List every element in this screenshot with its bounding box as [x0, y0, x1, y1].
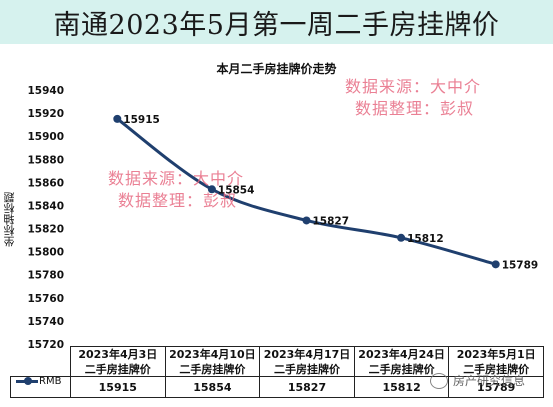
y-tick-label: 15760: [27, 293, 64, 305]
table-value-cell: 15789: [448, 376, 544, 398]
data-label: 15854: [218, 184, 255, 196]
data-point: [302, 216, 311, 225]
watermark-line2: 数据整理：彭叔: [355, 99, 475, 118]
wechat-watermark: 房产研究信息: [430, 372, 525, 389]
chart-area: [2, 58, 553, 407]
data-point: [491, 260, 500, 269]
data-label: 15827: [313, 215, 350, 227]
watermark-top-right: 数据来源：大中介 数据整理：彭叔: [345, 76, 481, 120]
watermark-center: 数据来源：大中介 数据整理：彭叔: [108, 168, 244, 212]
table-value-cell: 15915: [70, 376, 166, 398]
y-tick-label: 15840: [27, 200, 64, 212]
data-label: 15789: [502, 259, 539, 271]
series-swatch-icon: [16, 377, 38, 385]
wechat-icon: [430, 372, 448, 389]
y-tick-label: 15720: [27, 339, 64, 351]
data-label: 15812: [407, 233, 444, 245]
data-label: 15915: [123, 114, 160, 126]
table-header-cell: 2023年4月24日二手房挂牌价: [353, 346, 450, 377]
legend-label: RMB: [39, 376, 62, 387]
page-banner-title: 南通2023年5月第一周二手房挂牌价: [0, 0, 553, 44]
y-tick-label: 15820: [27, 224, 64, 236]
table-legend-cell: [10, 376, 71, 398]
watermark-line1: 数据来源：大中介: [345, 77, 482, 96]
chart-title: 本月二手房挂牌价走势: [216, 62, 337, 76]
data-point: [397, 233, 406, 242]
y-tick-label: 15880: [27, 154, 64, 166]
y-tick-label: 15920: [27, 108, 64, 120]
watermark-line1: 数据来源：大中介: [108, 169, 245, 188]
data-point: [207, 185, 216, 194]
y-tick-label: 15780: [27, 270, 64, 282]
table-header-cell: 2023年4月10日二手房挂牌价: [164, 346, 261, 377]
table-value-cell: 15827: [259, 376, 355, 398]
wechat-text: 房产研究信息: [453, 374, 526, 388]
watermark-line2: 数据整理：彭叔: [118, 191, 238, 210]
y-tick-label: 15940: [27, 85, 64, 97]
legend-key: RMB: [16, 376, 61, 387]
table-header-cell: 2023年5月1日二手房挂牌价: [448, 346, 544, 377]
table-value-cell: 15854: [164, 376, 261, 398]
data-point: [113, 114, 122, 123]
y-tick-label: 15740: [27, 316, 64, 328]
y-tick-label: 15900: [27, 131, 64, 143]
y-tick-label: 15860: [27, 177, 64, 189]
table-header-cell: 2023年4月3日二手房挂牌价: [70, 346, 166, 377]
y-tick-label: 15800: [27, 247, 64, 259]
table-header-cell: 2023年4月17日二手房挂牌价: [259, 346, 355, 377]
